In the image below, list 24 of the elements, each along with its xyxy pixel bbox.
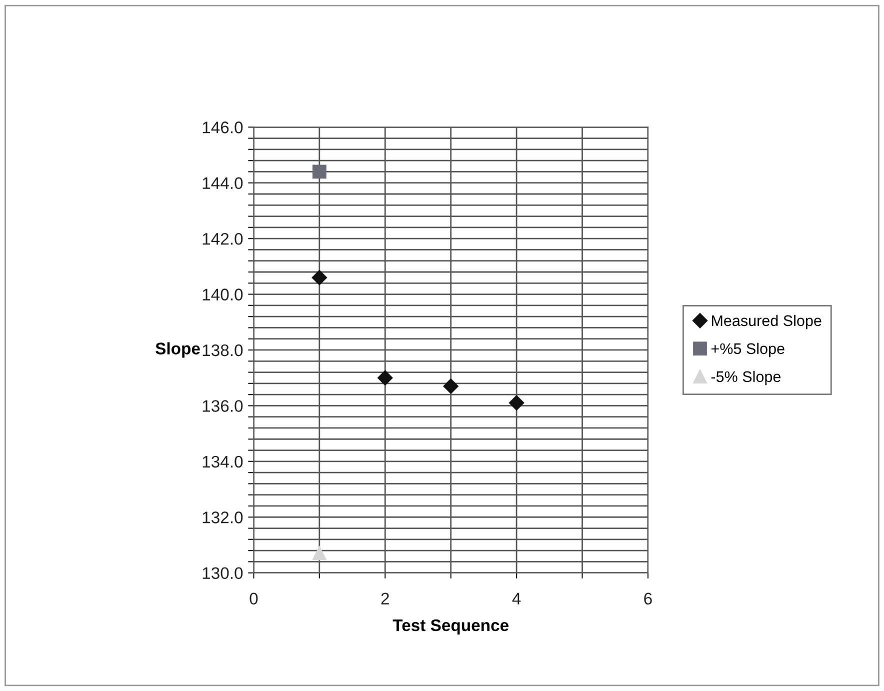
point [312,164,326,179]
y-tick-label: 136.0 [202,400,243,412]
legend-label: +%5 Slope [711,342,784,358]
y-tick-label: 130.0 [202,567,243,580]
point [312,270,327,286]
y-axis-title: Slope [156,342,200,358]
y-tick-label: 140.0 [202,288,243,300]
y-tick-label: 144.0 [202,177,243,190]
y-tick-label: 138.0 [202,344,243,356]
y-tick-label: 146.0 [202,122,243,134]
y-tick-label: 134.0 [202,456,243,468]
x-tick-label: 0 [250,592,258,605]
x-tick-label: 2 [381,592,389,604]
y-tick-label: 142.0 [202,232,243,245]
point [443,378,458,394]
legend-label: -5% Slope [711,370,781,386]
point [508,395,524,410]
x-tick-label: 6 [644,592,652,605]
point [378,370,393,386]
x-tick-label: 4 [512,592,521,604]
y-tick-label: 132.0 [202,512,243,524]
x-axis-title: Test Sequence [392,619,508,634]
legend-label: Measured Slope [712,314,822,330]
point [312,546,326,560]
